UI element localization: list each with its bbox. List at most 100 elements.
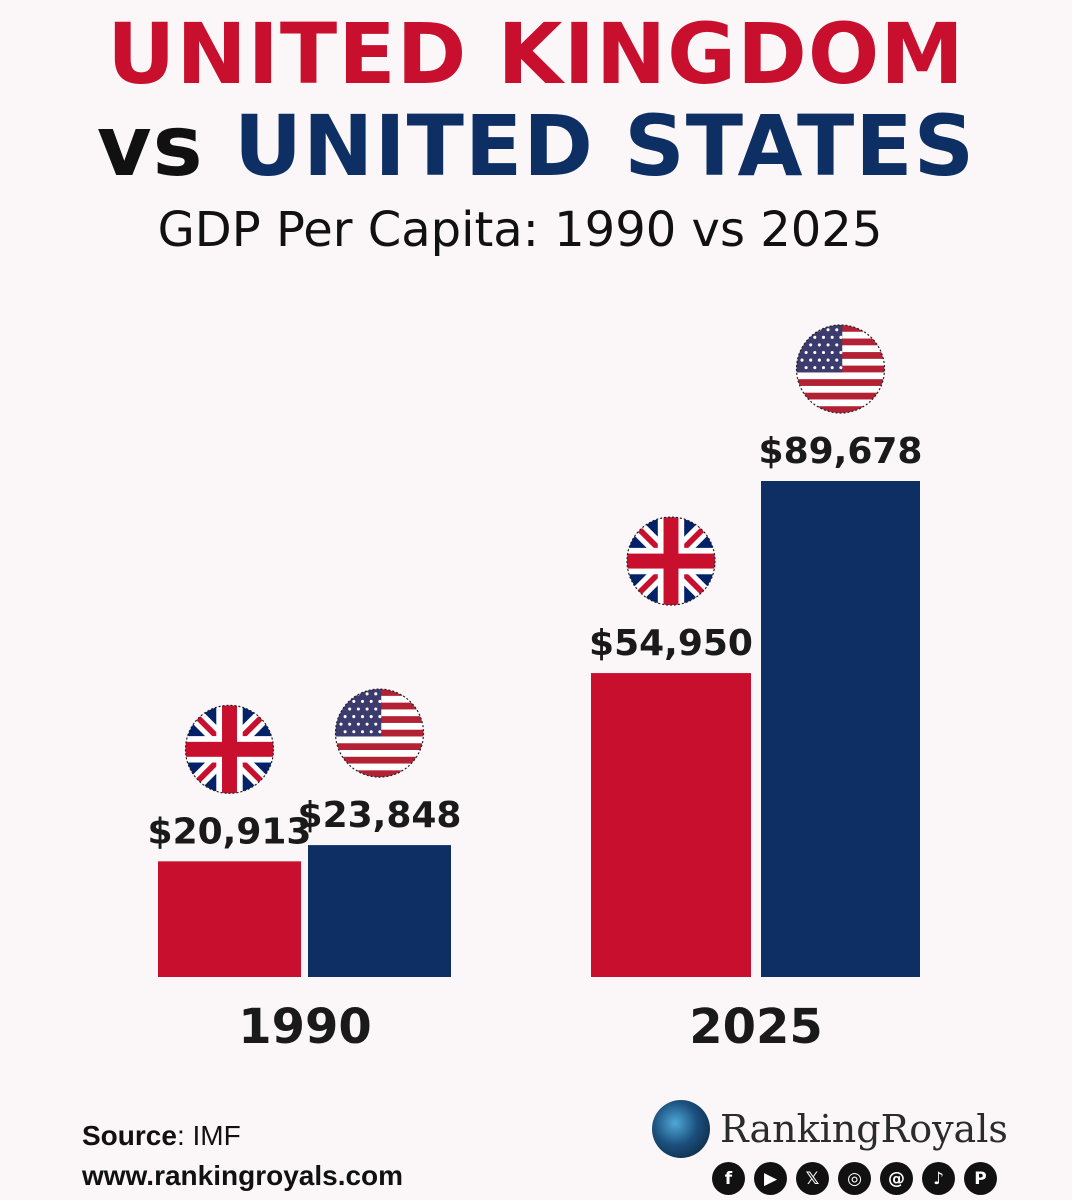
bar-uk-2025 xyxy=(591,673,751,977)
us-flag-star xyxy=(839,335,843,339)
us-flag-star xyxy=(830,366,834,370)
us-flag-star xyxy=(343,730,347,734)
data-label-us-1990: $23,848 xyxy=(298,795,462,836)
us-flag-star xyxy=(809,343,813,347)
us-flag-star xyxy=(360,715,365,719)
threads-icon[interactable]: @ xyxy=(880,1162,913,1195)
us-flag-star xyxy=(365,707,369,711)
bar-chart: $20,913$23,848 $54,950 $89,678 1990 2025 xyxy=(148,324,923,1055)
us-flag-star xyxy=(374,692,378,696)
title-united-kingdom: UNITED KINGDOM xyxy=(107,5,965,103)
us-flag-star xyxy=(378,715,382,719)
us-flag-star xyxy=(352,699,356,703)
us-flag-stripe xyxy=(796,379,885,387)
us-flag-star xyxy=(826,328,830,332)
instagram-icon[interactable]: ◎ xyxy=(838,1162,871,1195)
us-flag-star xyxy=(348,692,352,696)
us-flag-star xyxy=(826,358,830,362)
source-note: Source: IMF xyxy=(82,1120,241,1152)
us-flag-star xyxy=(800,328,804,332)
us-flag-star xyxy=(839,350,843,355)
data-label-us-2025: $89,678 xyxy=(759,431,923,472)
website-url[interactable]: www.rankingroyals.com xyxy=(82,1160,404,1191)
us-flag-star xyxy=(339,692,343,696)
us-flag-star xyxy=(374,707,378,711)
uk-flag-icon xyxy=(626,516,716,606)
pinterest-icon[interactable]: P xyxy=(964,1162,997,1195)
us-flag-star xyxy=(365,692,369,696)
us-flag-star xyxy=(360,730,365,734)
us-flag-star xyxy=(343,699,347,703)
uk-flag-body xyxy=(185,705,274,794)
bar-us-1990 xyxy=(308,845,451,977)
us-flag-star xyxy=(809,358,813,362)
us-flag-star xyxy=(800,358,804,362)
us-flag-star xyxy=(339,707,343,711)
x-icon[interactable]: 𝕏 xyxy=(796,1162,829,1195)
us-flag-stripe xyxy=(335,756,424,764)
us-flag-star xyxy=(352,730,356,734)
us-flag-stripe xyxy=(335,770,424,778)
us-flag-star xyxy=(804,366,808,370)
title-vs: vs xyxy=(96,97,204,195)
source-label: Source xyxy=(82,1120,177,1151)
us-flag-star xyxy=(378,730,382,734)
flag-rim xyxy=(795,324,886,414)
us-flag-star xyxy=(369,730,373,734)
us-flag-star xyxy=(348,722,352,726)
social-icons: f ▶ 𝕏 ◎ @ ♪ P xyxy=(712,1162,997,1195)
us-flag-star xyxy=(821,350,826,355)
us-flag-stripe xyxy=(796,372,885,380)
uk-flag-icon xyxy=(184,704,275,794)
us-flag-star xyxy=(369,715,373,719)
title-line-2: vs UNITED STATES xyxy=(0,100,1072,192)
flag-rim xyxy=(626,516,716,606)
source-value: : IMF xyxy=(176,1120,241,1151)
brand-name: RankingRoyals xyxy=(720,1107,1008,1151)
us-flag-star xyxy=(800,343,804,347)
us-flag-star xyxy=(352,715,356,719)
us-flag-star xyxy=(348,707,352,711)
us-flag-star xyxy=(378,699,382,703)
uk-flag-cross-red xyxy=(627,553,715,569)
us-flag-star xyxy=(835,343,839,347)
flag-rim xyxy=(334,688,425,778)
brand: RankingRoyals xyxy=(652,1098,1008,1160)
us-flag-star xyxy=(809,328,813,332)
brand-logo-icon xyxy=(652,1100,710,1158)
us-flag-star xyxy=(369,699,373,703)
uk-flag-cross-red xyxy=(185,741,274,757)
us-flag-star xyxy=(804,350,808,355)
youtube-icon[interactable]: ▶ xyxy=(754,1162,787,1195)
us-flag-star xyxy=(813,366,817,370)
category-label-2025: 2025 xyxy=(689,999,823,1055)
us-flag-star xyxy=(830,335,834,339)
us-flag-star xyxy=(343,715,347,719)
us-flag-star xyxy=(360,699,365,703)
title-united-states: UNITED STATES xyxy=(233,97,976,195)
us-flag-star xyxy=(821,335,826,339)
data-label-uk-2025: $54,950 xyxy=(589,623,753,664)
category-label-1990: 1990 xyxy=(238,999,372,1055)
us-flag-stripe xyxy=(335,750,424,758)
us-flag-stripe xyxy=(335,743,424,751)
us-flag-star xyxy=(813,350,817,355)
us-flag-star xyxy=(804,335,808,339)
us-flag-star xyxy=(817,343,821,347)
us-flag-star xyxy=(813,335,817,339)
us-flag-icon xyxy=(795,324,886,414)
us-flag-star xyxy=(839,366,843,370)
us-flag-star xyxy=(374,722,378,726)
tiktok-icon[interactable]: ♪ xyxy=(922,1162,955,1195)
bar-uk-1990 xyxy=(158,861,301,977)
us-flag-star xyxy=(826,343,830,347)
us-flag-star xyxy=(356,722,360,726)
us-flag-canton xyxy=(796,325,843,373)
us-flag-star xyxy=(835,328,839,332)
us-flag-stripe xyxy=(796,399,885,407)
facebook-icon[interactable]: f xyxy=(712,1162,745,1195)
us-flag-stripe xyxy=(796,392,885,400)
bar-us-2025 xyxy=(761,481,920,977)
us-flag-star xyxy=(339,722,343,726)
uk-flag-body xyxy=(627,517,715,606)
